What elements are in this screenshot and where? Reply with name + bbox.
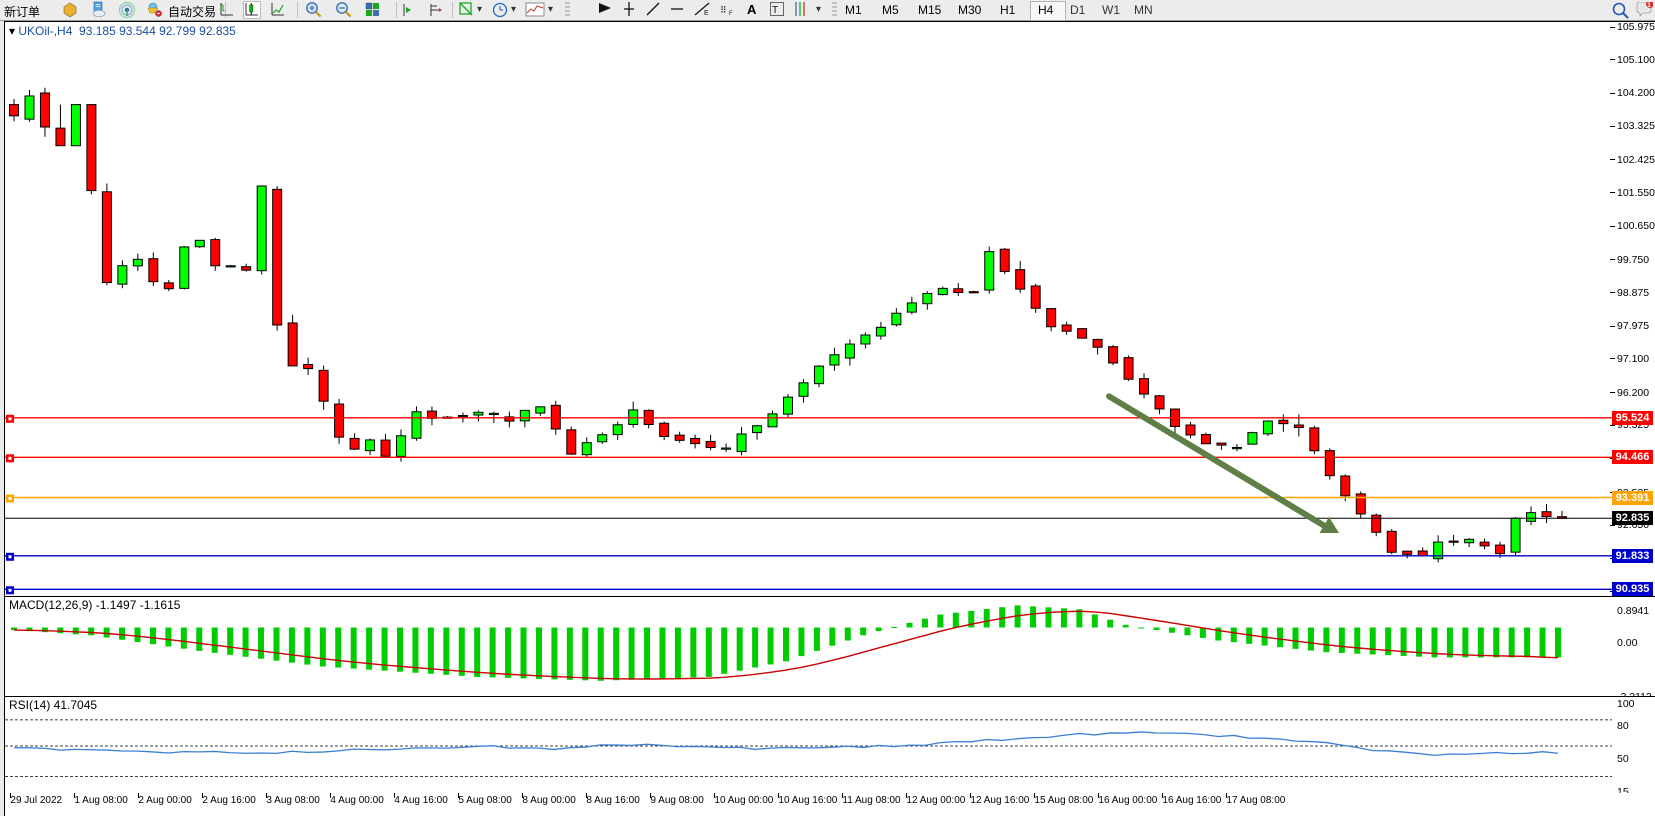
svg-text:T: T — [772, 5, 778, 16]
svg-text:⠿: ⠿ — [720, 5, 727, 15]
svg-text:E: E — [704, 10, 709, 16]
svg-text:F: F — [729, 11, 733, 16]
svg-text:1: 1 — [1647, 2, 1651, 9]
